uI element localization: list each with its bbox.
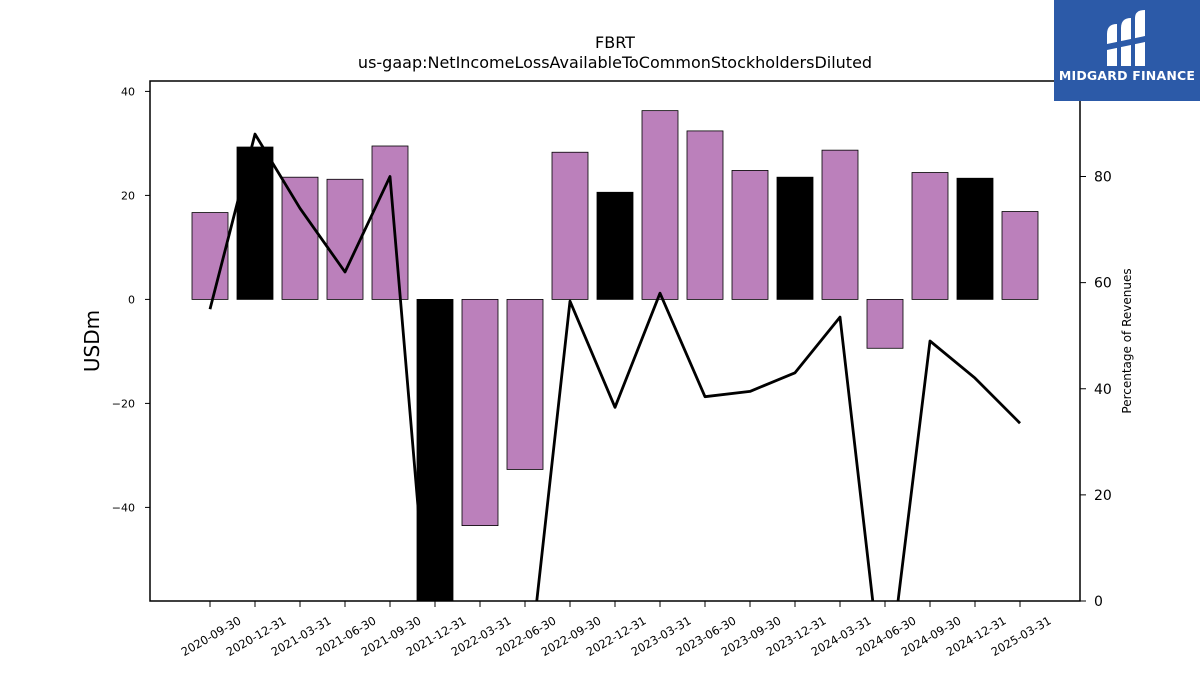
bar-2021-06-30 — [326, 178, 364, 300]
bar-2021-03-31 — [281, 176, 319, 300]
bar-2022-12-31 — [596, 191, 634, 300]
y2-tick-label: 80 — [1094, 170, 1112, 186]
bar-2020-09-30 — [191, 212, 229, 300]
bar-2022-09-30 — [551, 151, 589, 300]
y-tick-label: −40 — [112, 501, 135, 514]
bar-2024-03-31 — [821, 149, 859, 300]
bar-2020-12-31 — [236, 146, 274, 300]
bar-2023-06-30 — [686, 130, 724, 300]
bar-2022-03-31 — [461, 298, 499, 526]
line-group — [208, 132, 1021, 601]
y-axis-label: USDm — [80, 310, 104, 372]
plot-frame — [149, 80, 1081, 602]
bar-2024-12-31 — [956, 177, 994, 300]
y2-tick-label: 40 — [1094, 382, 1112, 398]
percentage-line — [208, 132, 1021, 601]
y-tick-label: 40 — [121, 85, 135, 98]
y2-axis: 80 60 40 20 0 — [1080, 170, 1112, 610]
bar-2024-06-30 — [866, 298, 904, 349]
y2-tick-label: 20 — [1094, 488, 1112, 504]
brand-logo: MIDGARD FINANCE — [1054, 0, 1200, 101]
y2-tick-label: 0 — [1094, 594, 1103, 610]
x-axis: 2020-09-302020-12-312021-03-312021-06-30… — [179, 601, 1054, 659]
y2-tick-label: 60 — [1094, 276, 1112, 292]
bar-2025-03-31 — [1001, 211, 1039, 300]
bar-2022-06-30 — [506, 298, 544, 470]
y-tick-label: −20 — [112, 397, 135, 410]
y2-axis-label: Percentage of Revenues — [1120, 268, 1134, 413]
y-tick-label: 20 — [121, 189, 135, 202]
bar-2023-12-31 — [776, 176, 814, 300]
bar-2023-03-31 — [641, 110, 679, 300]
logo-text: MIDGARD FINANCE — [1058, 68, 1196, 83]
bar-2024-09-30 — [911, 172, 949, 300]
y-tick-label: 0 — [128, 293, 135, 306]
chart-title: FBRT — [595, 33, 635, 52]
logo-mark-icon — [1107, 10, 1145, 66]
chart-subtitle: us-gaap:NetIncomeLossAvailableToCommonSt… — [358, 53, 872, 72]
bars-group — [191, 110, 1039, 601]
y-axis: 40 20 0 −20 −40 — [112, 85, 150, 514]
bar-2021-09-30 — [371, 145, 409, 300]
bar-2023-09-30 — [731, 170, 769, 300]
